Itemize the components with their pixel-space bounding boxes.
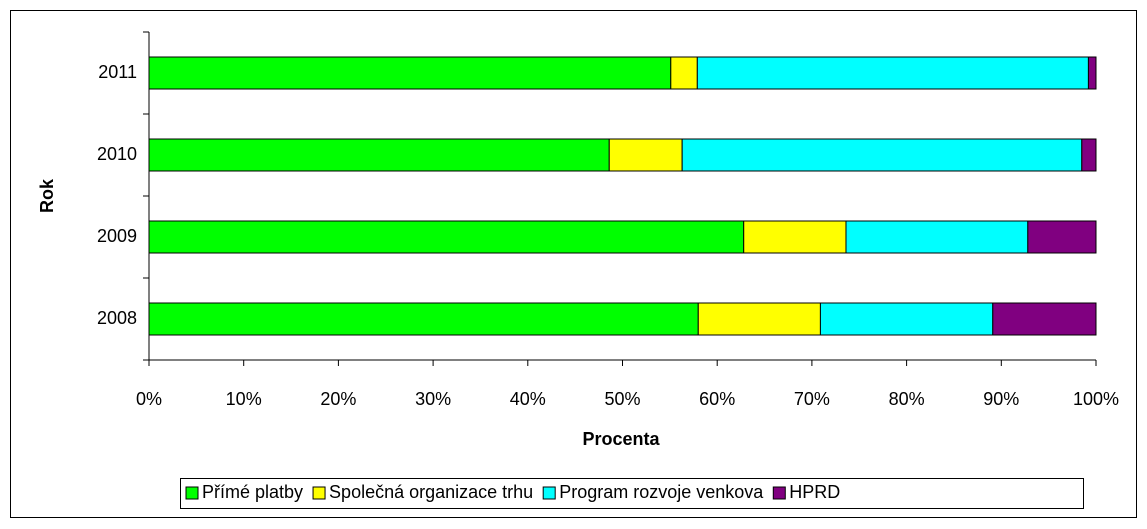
x-tick-label: 60% xyxy=(699,389,735,409)
legend-swatch xyxy=(772,486,786,500)
bar-segment xyxy=(148,302,699,336)
legend-label: Přímé platby xyxy=(202,482,303,502)
y-axis-title: Rok xyxy=(37,178,57,213)
bar-segment xyxy=(696,56,1089,90)
bar-segment xyxy=(845,220,1029,254)
bar-segment xyxy=(148,56,672,90)
x-tick-label: 90% xyxy=(983,389,1019,409)
bar-segment xyxy=(1027,220,1097,254)
bar-segment xyxy=(681,138,1083,172)
x-tick-label: 80% xyxy=(889,389,925,409)
x-tick-label: 10% xyxy=(226,389,262,409)
bar-segment xyxy=(819,302,994,336)
bar-segment xyxy=(743,220,847,254)
chart-frame xyxy=(10,10,1137,518)
y-tick-label: 2008 xyxy=(97,308,137,328)
legend-box xyxy=(180,478,1084,509)
legend-label: HPRD xyxy=(789,482,840,502)
y-tick-label: 2010 xyxy=(97,144,137,164)
bar-segment xyxy=(608,138,683,172)
x-tick-label: 70% xyxy=(794,389,830,409)
x-tick-label: 100% xyxy=(1073,389,1119,409)
legend-label: Program rozvoje venkova xyxy=(559,482,764,502)
bar-segment xyxy=(1081,138,1097,172)
legend-swatch xyxy=(542,486,556,500)
y-tick-label: 2009 xyxy=(97,226,137,246)
bar-segment xyxy=(992,302,1097,336)
bar-segment xyxy=(148,138,610,172)
legend-swatch xyxy=(185,486,199,500)
x-axis-title: Procenta xyxy=(582,429,660,449)
legend-swatch xyxy=(312,486,326,500)
x-tick-label: 0% xyxy=(136,389,162,409)
bar-segment xyxy=(148,220,745,254)
bar-segment xyxy=(697,302,821,336)
y-tick-label: 2011 xyxy=(98,62,137,82)
x-tick-label: 40% xyxy=(510,389,546,409)
bar-segment xyxy=(1087,56,1097,90)
x-tick-label: 30% xyxy=(415,389,451,409)
bar-segment xyxy=(670,56,698,90)
x-tick-label: 20% xyxy=(320,389,356,409)
x-tick-label: 50% xyxy=(604,389,640,409)
legend-label: Společná organizace trhu xyxy=(329,482,533,502)
